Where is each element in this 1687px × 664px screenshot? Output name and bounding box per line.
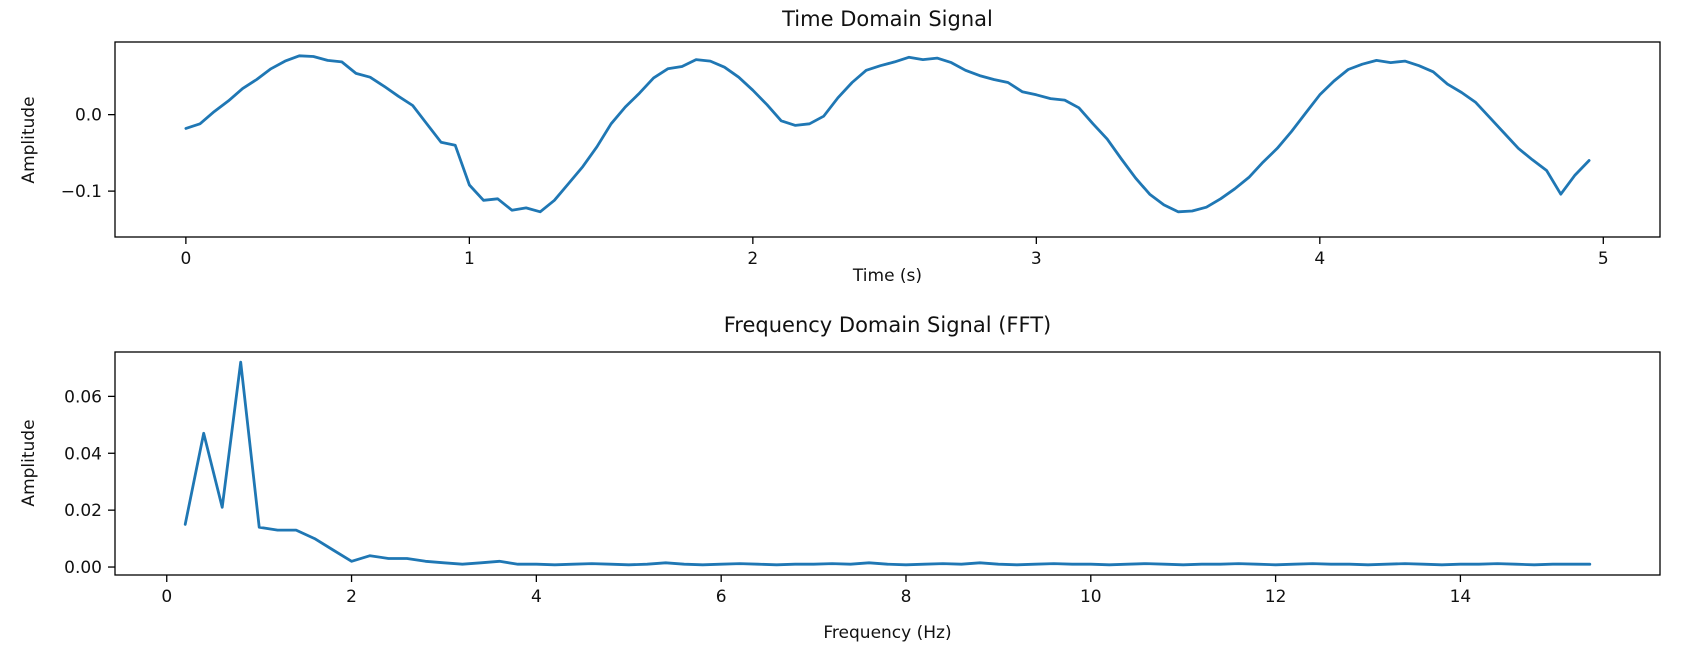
time-domain-chart-title: Time Domain Signal bbox=[782, 7, 993, 31]
svg-text:5: 5 bbox=[1598, 249, 1609, 269]
svg-text:4: 4 bbox=[1314, 249, 1325, 269]
svg-text:0.00: 0.00 bbox=[64, 558, 102, 578]
svg-text:0.0: 0.0 bbox=[75, 106, 102, 126]
time-domain-plot-area: 0 1 2 3 4 5 0.0 −0.1 bbox=[61, 41, 1661, 269]
svg-text:1: 1 bbox=[464, 249, 475, 269]
svg-text:14: 14 bbox=[1450, 587, 1472, 607]
frequency-domain-plot-area: 0 2 4 6 8 10 12 14 0.00 0.02 0.04 0.06 bbox=[64, 351, 1661, 607]
svg-text:2: 2 bbox=[346, 587, 357, 607]
svg-text:0.06: 0.06 bbox=[64, 387, 102, 407]
svg-text:2: 2 bbox=[747, 249, 758, 269]
svg-text:4: 4 bbox=[531, 587, 542, 607]
svg-text:0: 0 bbox=[180, 249, 191, 269]
svg-text:10: 10 bbox=[1080, 587, 1102, 607]
time-domain-x-axis-label: Time (s) bbox=[852, 266, 923, 286]
svg-text:3: 3 bbox=[1031, 249, 1042, 269]
frequency-domain-chart-title: Frequency Domain Signal (FFT) bbox=[723, 313, 1052, 337]
svg-text:12: 12 bbox=[1265, 587, 1287, 607]
svg-text:8: 8 bbox=[901, 587, 912, 607]
svg-text:0: 0 bbox=[161, 587, 172, 607]
svg-text:0.02: 0.02 bbox=[64, 501, 102, 521]
frequency-domain-x-axis-label: Frequency (Hz) bbox=[823, 623, 952, 643]
svg-text:0.04: 0.04 bbox=[64, 444, 102, 464]
svg-text:6: 6 bbox=[716, 587, 727, 607]
svg-text:−0.1: −0.1 bbox=[61, 182, 102, 202]
